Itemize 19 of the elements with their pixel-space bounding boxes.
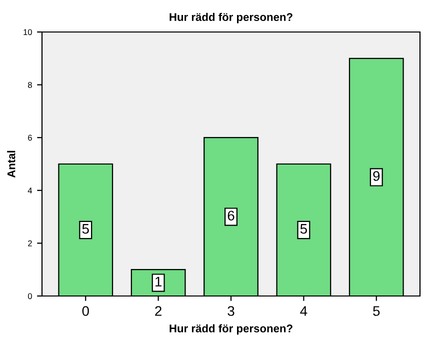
data-label: 5	[82, 224, 89, 234]
y-tick-label: 6	[28, 134, 32, 141]
x-tick-label: 3	[228, 306, 234, 316]
chart-title: Hur rädd för personen?	[170, 12, 292, 24]
x-axis-title: Hur rädd för personen?	[170, 324, 292, 335]
x-tick-label: 0	[82, 306, 89, 316]
y-tick-label: 10	[24, 29, 32, 36]
y-axis-title: Antal	[7, 150, 16, 178]
data-label: 5	[300, 224, 307, 234]
data-label: 6	[228, 210, 234, 221]
y-tick-label: 2	[28, 240, 32, 246]
x-tick-label: 5	[373, 306, 380, 316]
y-tick-label: 4	[28, 188, 32, 194]
x-tick-label: 2	[155, 306, 162, 316]
x-tick-label: 4	[300, 306, 308, 316]
y-tick-label: 0	[28, 293, 32, 300]
data-label: 1	[156, 276, 162, 286]
data-label: 9	[373, 171, 380, 181]
y-tick-label: 8	[28, 82, 32, 88]
